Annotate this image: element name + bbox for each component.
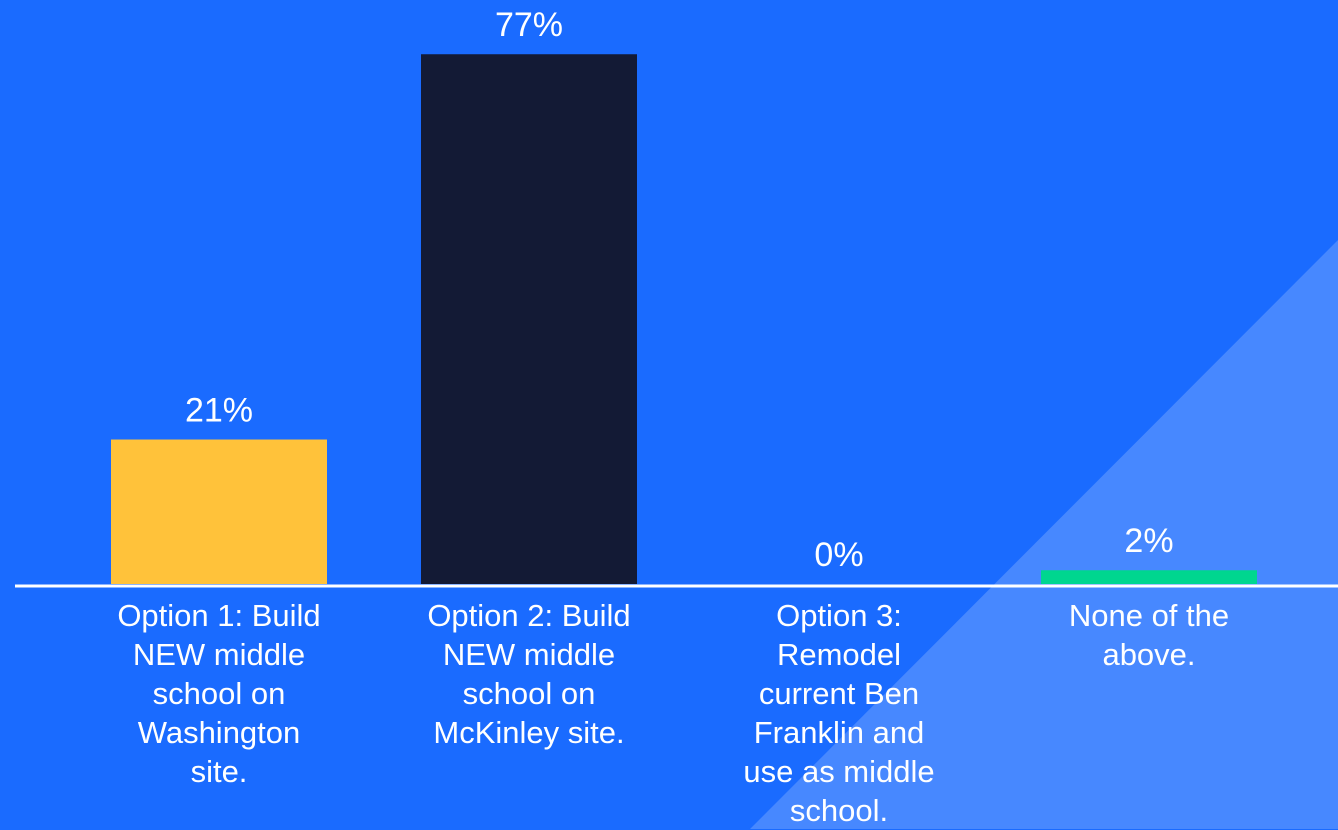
value-label: 77% [495, 6, 563, 44]
category-label: Option 3: Remodel current Ben Franklin a… [743, 598, 935, 828]
bars: 21% 77% 0% 2% [111, 6, 1257, 585]
background-shape [750, 240, 1338, 829]
category-label: Option 2: Build NEW middle school on McK… [427, 598, 631, 750]
bar [421, 54, 637, 585]
category-label: None of the above. [1068, 598, 1230, 672]
category-label: Option 1: Build NEW middle school on Was… [117, 598, 321, 789]
value-label: 21% [185, 392, 253, 430]
bar [1041, 570, 1257, 584]
bar [111, 439, 327, 584]
value-label: 0% [814, 536, 863, 574]
value-label: 2% [1124, 522, 1173, 560]
